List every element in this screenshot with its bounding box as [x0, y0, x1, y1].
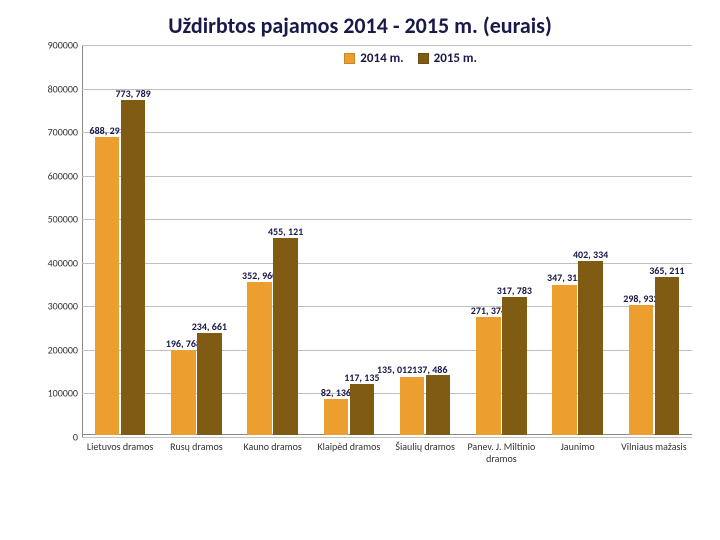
- bar-2014: [171, 350, 195, 435]
- bar-chart: 0100000200000300000400000500000600000700…: [82, 45, 692, 437]
- bar-2015: [197, 333, 221, 435]
- category-label: Jaunimo: [541, 437, 613, 453]
- bar-value-label: 317, 783: [497, 284, 532, 297]
- bar-value-label: 352, 960: [242, 269, 277, 282]
- category-label: Vilniaus mažasis: [618, 437, 690, 453]
- bar-2014: [95, 137, 119, 435]
- legend: 2014 m. 2015 m.: [344, 51, 477, 66]
- grid-line: [82, 45, 692, 46]
- category-label: Kauno dramos: [236, 437, 308, 453]
- bar-2015: [578, 261, 602, 435]
- legend-swatch: [344, 53, 355, 64]
- bar-value-label: 347, 312: [547, 271, 582, 284]
- grid-line: [82, 89, 692, 90]
- y-tick-label: 800000: [36, 82, 78, 95]
- plot-area: 0100000200000300000400000500000600000700…: [82, 45, 692, 437]
- bar-2014: [629, 305, 653, 435]
- y-tick-label: 300000: [36, 300, 78, 313]
- bar-2015: [121, 100, 145, 435]
- legend-item: 2015 m.: [418, 51, 477, 66]
- bar-2014: [324, 399, 348, 435]
- bar-2015: [350, 384, 374, 435]
- bar-value-label: 271, 374: [471, 304, 506, 317]
- category-label: Šiaulių dramos: [389, 437, 461, 453]
- category-label: Lietuvos dramos: [84, 437, 156, 453]
- grid-line: [82, 176, 692, 177]
- bar-value-label: 773, 789: [115, 87, 150, 100]
- bar-2014: [247, 282, 271, 435]
- legend-swatch: [418, 53, 429, 64]
- page: Uždirbtos pajamos 2014 - 2015 m. (eurais…: [0, 0, 720, 540]
- y-tick-label: 600000: [36, 169, 78, 182]
- bar-value-label: 117, 135: [344, 371, 379, 384]
- bar-2015: [273, 238, 297, 435]
- bar-value-label: 82, 136: [321, 386, 351, 399]
- bar-2015: [655, 277, 679, 435]
- bar-value-label: 298, 932: [623, 292, 658, 305]
- y-tick-label: 100000: [36, 387, 78, 400]
- bar-2014: [476, 317, 500, 435]
- bar-value-label: 234, 661: [192, 320, 227, 333]
- bar-2015: [502, 297, 526, 435]
- y-tick-label: 500000: [36, 213, 78, 226]
- bar-2015: [426, 375, 450, 435]
- bar-value-label: 402, 334: [573, 248, 608, 261]
- y-tick-label: 200000: [36, 343, 78, 356]
- grid-line: [82, 219, 692, 220]
- bar-value-label: 455, 121: [268, 225, 303, 238]
- grid-line: [82, 132, 692, 133]
- bar-value-label: 196, 768: [166, 337, 201, 350]
- category-label: Panev. J. Miltinio dramos: [465, 437, 537, 464]
- bar-value-label: 365, 211: [649, 264, 684, 277]
- category-label: Rusų dramos: [160, 437, 232, 453]
- bar-2014: [552, 285, 576, 436]
- legend-label: 2014 m.: [360, 51, 403, 66]
- bar-2014: [400, 377, 424, 436]
- category-label: Klaipėd dramos: [313, 437, 385, 453]
- legend-label: 2015 m.: [434, 51, 477, 66]
- y-axis-line: [82, 45, 83, 437]
- bar-value-label: 688, 291: [90, 124, 125, 137]
- chart-title: Uždirbtos pajamos 2014 - 2015 m. (eurais…: [22, 12, 698, 39]
- y-tick-label: 0: [36, 431, 78, 444]
- legend-item: 2014 m.: [344, 51, 403, 66]
- y-tick-label: 700000: [36, 126, 78, 139]
- y-tick-label: 400000: [36, 256, 78, 269]
- y-tick-label: 900000: [36, 39, 78, 52]
